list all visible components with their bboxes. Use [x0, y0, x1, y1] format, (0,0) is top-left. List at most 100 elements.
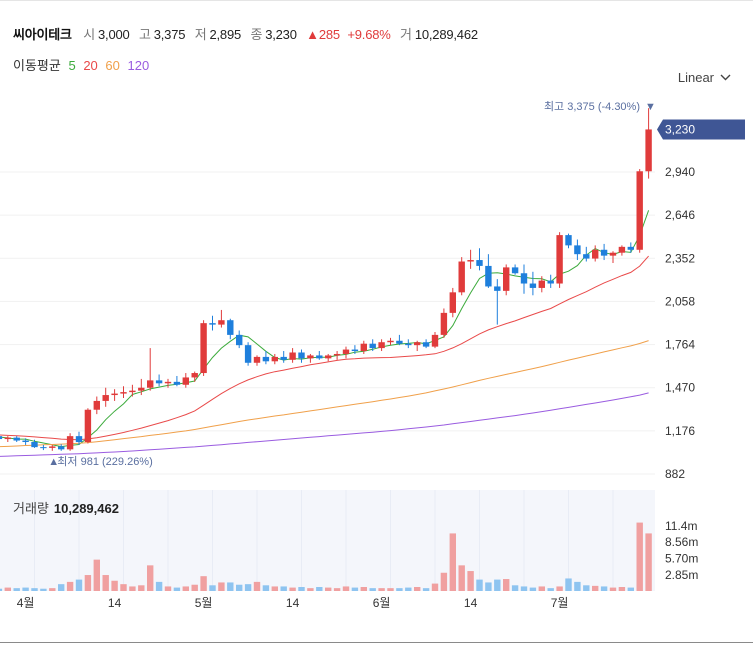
volume-bar	[0, 588, 3, 591]
change-value: 285	[318, 27, 340, 42]
volume-bar	[325, 587, 332, 591]
candle-body	[520, 273, 528, 284]
volume-bar	[84, 575, 92, 591]
volume-bar	[476, 579, 483, 591]
y-tick-label: 2,646	[665, 208, 695, 222]
moving-average-legend[interactable]: 이동평균 5 20 60 120	[13, 55, 153, 74]
volume-bar	[236, 584, 243, 591]
candle-body	[191, 373, 198, 378]
candle-body	[645, 129, 652, 172]
x-tick-label: 14	[286, 596, 300, 610]
open-value: 3,000	[98, 27, 130, 42]
candle-body	[458, 261, 465, 293]
volume-bar	[40, 588, 47, 591]
candle-body	[262, 356, 270, 362]
stock-name: 씨아이테크	[13, 27, 72, 42]
candle-body	[360, 343, 367, 352]
x-tick-label: 5월	[195, 596, 213, 610]
candle-body	[342, 349, 350, 354]
candle-body	[440, 312, 448, 335]
high-label: 고	[138, 27, 151, 42]
volume-bar	[538, 586, 545, 591]
high-annotation: 최고 3,375 (-4.30%)	[544, 100, 640, 113]
candle-body	[93, 400, 100, 410]
volume-bar	[565, 578, 572, 591]
volume-bar	[351, 587, 359, 591]
candle-body	[289, 352, 296, 360]
candle-body	[565, 235, 572, 246]
candle-body	[13, 437, 20, 441]
candle-body	[66, 436, 74, 450]
low-marker-icon: ▲	[48, 456, 59, 468]
ma-120-line	[0, 392, 649, 457]
ma-legend-label: 이동평균	[13, 58, 61, 73]
candle-body	[253, 356, 261, 363]
candle-body	[316, 355, 323, 359]
ma-120-label: 120	[127, 58, 150, 73]
candle-body	[503, 267, 510, 291]
candle-body	[129, 390, 136, 393]
volume-value: 10,289,462	[414, 27, 478, 42]
y-tick-label: 2,352	[665, 251, 695, 265]
low-annotation: 최저 981 (229.26%)	[57, 455, 152, 468]
volume-bar	[503, 579, 510, 591]
volume-bar	[253, 581, 261, 591]
volume-bar	[182, 586, 189, 591]
volume-bar	[155, 581, 163, 591]
volume-bar	[227, 582, 234, 591]
y-tick-label: 882	[665, 467, 685, 481]
candle-body	[618, 246, 626, 253]
candle-body	[485, 265, 492, 287]
candle-body	[102, 395, 109, 401]
candle-body	[387, 340, 394, 343]
volume-bar	[200, 576, 207, 591]
volume-bar	[396, 588, 403, 591]
volume-bar	[600, 586, 608, 591]
candle-body	[351, 349, 359, 352]
candle-body	[476, 260, 483, 266]
scale-dropdown[interactable]: Linear	[678, 70, 731, 85]
candle-body	[307, 355, 314, 359]
volume-bar	[262, 585, 270, 591]
volume-bar	[431, 583, 439, 591]
candle-body	[31, 442, 38, 448]
candle-body	[405, 343, 412, 346]
candle-body	[325, 355, 332, 359]
quote-header: 씨아이테크 시 3,000 고 3,375 저 2,895 종 3,230 ▲285 +…	[13, 24, 484, 43]
volume-bar	[414, 587, 421, 591]
x-tick-label: 4월	[17, 596, 35, 610]
volume-bar	[333, 588, 341, 591]
candle-body	[333, 353, 341, 356]
volume-bar	[4, 587, 11, 591]
candle-body	[22, 440, 29, 443]
volume-bar	[378, 588, 385, 591]
candle-body	[244, 345, 252, 363]
volume-bar	[627, 587, 634, 591]
y-tick-label: 1,176	[665, 424, 695, 438]
volume-bar	[49, 588, 56, 591]
candle-body	[574, 245, 581, 255]
candle-body	[431, 334, 439, 347]
candle-body	[280, 356, 287, 360]
candle-body	[40, 447, 47, 449]
candle-body	[592, 249, 599, 259]
volume-bar	[494, 579, 501, 591]
volume-bar	[289, 587, 296, 591]
candle-body	[4, 437, 11, 440]
candle-body	[271, 356, 278, 362]
change-percent: +9.68%	[347, 27, 391, 42]
x-tick-label: 6월	[373, 596, 391, 610]
volume-bar	[307, 588, 314, 591]
candle-body	[422, 342, 430, 347]
candle-body	[583, 254, 590, 259]
volume-bar	[583, 585, 590, 591]
candle-body	[75, 436, 83, 443]
open-label: 시	[83, 27, 95, 42]
volume-bar	[191, 584, 198, 591]
y-tick-label: 2,058	[665, 294, 695, 308]
volume-bar	[244, 584, 252, 591]
change-up-icon: ▲	[306, 27, 319, 42]
volume-bar	[316, 587, 323, 591]
candle-body	[538, 280, 545, 288]
